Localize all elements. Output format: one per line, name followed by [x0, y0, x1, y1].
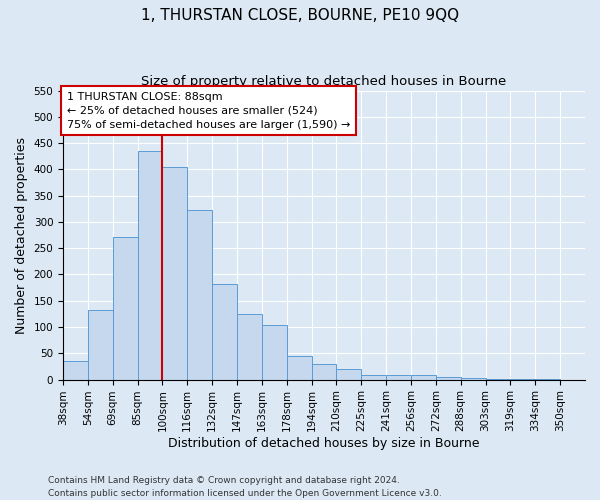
Bar	[411, 376, 436, 380]
Bar	[262, 326, 287, 380]
Bar	[386, 376, 411, 380]
Bar	[137, 151, 163, 380]
Bar	[88, 310, 113, 380]
Text: 1 THURSTAN CLOSE: 88sqm
← 25% of detached houses are smaller (524)
75% of semi-d: 1 THURSTAN CLOSE: 88sqm ← 25% of detache…	[67, 92, 350, 130]
Y-axis label: Number of detached properties: Number of detached properties	[15, 136, 28, 334]
Bar	[237, 314, 262, 380]
Bar	[461, 378, 485, 380]
Bar	[187, 210, 212, 380]
Bar	[485, 378, 511, 380]
Title: Size of property relative to detached houses in Bourne: Size of property relative to detached ho…	[142, 75, 506, 88]
Bar	[535, 378, 560, 380]
Bar	[63, 361, 88, 380]
Bar	[436, 378, 461, 380]
Bar	[511, 378, 535, 380]
Bar	[113, 236, 137, 380]
Bar	[361, 376, 386, 380]
X-axis label: Distribution of detached houses by size in Bourne: Distribution of detached houses by size …	[168, 437, 480, 450]
Bar	[163, 167, 187, 380]
Bar	[287, 356, 311, 380]
Bar	[337, 369, 361, 380]
Bar	[212, 284, 237, 380]
Text: 1, THURSTAN CLOSE, BOURNE, PE10 9QQ: 1, THURSTAN CLOSE, BOURNE, PE10 9QQ	[141, 8, 459, 22]
Text: Contains HM Land Registry data © Crown copyright and database right 2024.
Contai: Contains HM Land Registry data © Crown c…	[48, 476, 442, 498]
Bar	[311, 364, 337, 380]
